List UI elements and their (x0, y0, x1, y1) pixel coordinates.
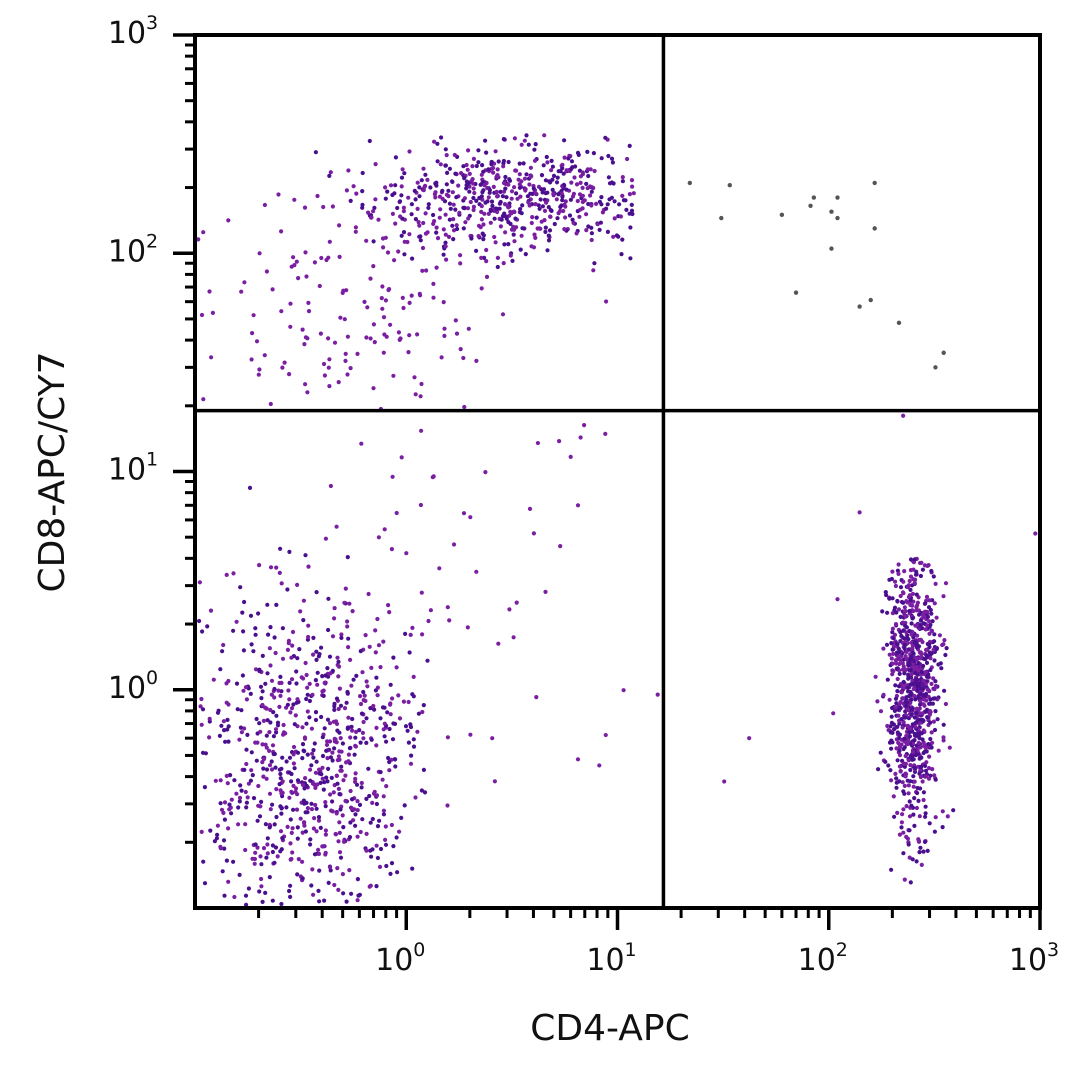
y-tick-label: 101 (108, 449, 158, 488)
y-tick-label: 103 (108, 12, 158, 51)
y-axis-ticks: 100 101 102 103 (108, 12, 195, 844)
y-axis-title: CD8-APC/CY7 (32, 352, 73, 593)
y-tick-label: 102 (108, 230, 158, 269)
x-axis-title: CD4-APC (530, 1008, 689, 1049)
y-tick-label: 100 (108, 667, 158, 706)
x-tick-label: 101 (586, 939, 636, 978)
data-points (196, 133, 1038, 908)
x-axis-ticks: 100 101 102 103 (257, 908, 1059, 978)
x-tick-label: 100 (375, 939, 425, 978)
quadrant-gates (195, 35, 1040, 908)
x-tick-label: 103 (1009, 939, 1059, 978)
x-tick-label: 102 (798, 939, 848, 978)
